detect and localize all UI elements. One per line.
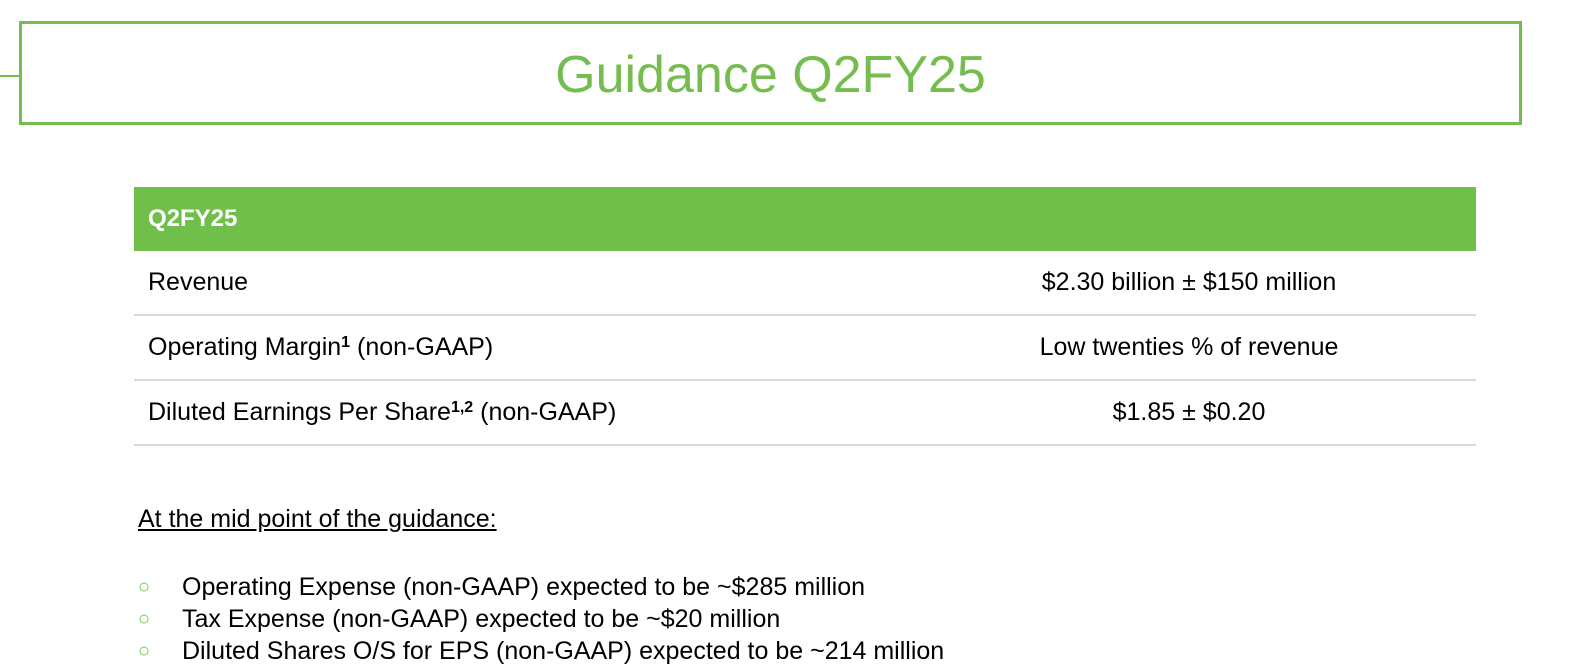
- page-title: Guidance Q2FY25: [555, 46, 986, 104]
- list-item: ○ Diluted Shares O/S for EPS (non-GAAP) …: [138, 635, 944, 667]
- row-label-text: Revenue: [148, 268, 249, 296]
- circle-bullet-icon: ○: [138, 639, 151, 662]
- row-label-text: Diluted Earnings Per Share: [148, 398, 451, 426]
- guidance-table: Q2FY25 Revenue $2.30 billion ± $150 mill…: [134, 187, 1476, 446]
- circle-bullet-icon: ○: [138, 607, 151, 630]
- midpoint-heading: At the mid point of the guidance:: [138, 505, 497, 533]
- row-value: Low twenties % of revenue: [1039, 333, 1339, 361]
- list-item-text: Tax Expense (non-GAAP) expected to be ~$…: [182, 604, 781, 633]
- bullet-list: ○ Operating Expense (non-GAAP) expected …: [138, 571, 944, 667]
- row-value: $1.85 ± $0.20: [1112, 398, 1266, 426]
- list-item-text: Diluted Shares O/S for EPS (non-GAAP) ex…: [182, 636, 945, 665]
- table-row-revenue: Revenue $2.30 billion ± $150 million: [134, 251, 1476, 316]
- row-value: $2.30 billion ± $150 million: [1041, 268, 1337, 296]
- row-label-suffix: (non-GAAP): [350, 333, 494, 361]
- table-row-operating-margin: Operating Margin1 (non-GAAP) Low twentie…: [134, 316, 1476, 381]
- list-item: ○ Operating Expense (non-GAAP) expected …: [138, 571, 944, 603]
- accent-line: [0, 75, 20, 77]
- row-label-suffix: (non-GAAP): [473, 398, 617, 426]
- table-header: Q2FY25: [134, 187, 1476, 251]
- footnote-marker: 1: [341, 334, 351, 351]
- list-item: ○ Tax Expense (non-GAAP) expected to be …: [138, 603, 944, 635]
- title-box: Guidance Q2FY25: [19, 21, 1522, 125]
- row-label: Revenue: [134, 268, 964, 297]
- footnote-marker: 1,2: [450, 399, 474, 416]
- row-label: Diluted Earnings Per Share1,2 (non-GAAP): [134, 398, 964, 427]
- table-row-diluted-eps: Diluted Earnings Per Share1,2 (non-GAAP)…: [134, 381, 1476, 446]
- circle-bullet-icon: ○: [138, 575, 151, 598]
- list-item-text: Operating Expense (non-GAAP) expected to…: [182, 572, 866, 601]
- row-label: Operating Margin1 (non-GAAP): [134, 333, 964, 362]
- row-label-text: Operating Margin: [148, 333, 342, 361]
